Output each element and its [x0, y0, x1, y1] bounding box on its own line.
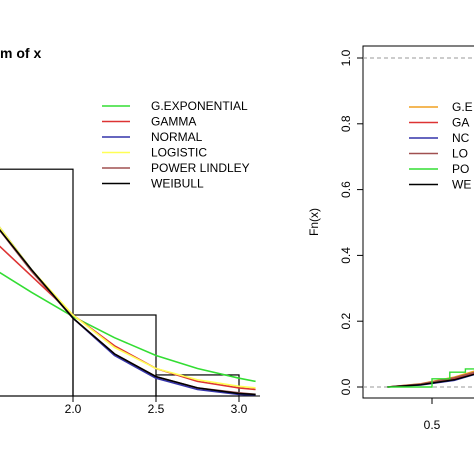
- density-curve-g-exponential: [0, 271, 256, 383]
- histogram-bar-1: [0, 168, 74, 397]
- ecdf-plot-frame: [362, 45, 474, 399]
- legend-label-nc: NC: [452, 131, 470, 145]
- y-axis-ticks: 0.0 0.2 0.4 0.6 0.8 1.0: [339, 49, 363, 395]
- x-axis-ticks: 0.5: [424, 398, 441, 432]
- density-curve-logistic: [0, 226, 256, 389]
- legend-label-ga: GA: [452, 116, 469, 130]
- legend-label-normal: NORMAL: [151, 130, 203, 144]
- y-tick-label: 0.8: [339, 115, 353, 132]
- y-tick-label: 1.0: [339, 49, 353, 66]
- legend-label-logistic: LOGISTIC: [151, 146, 207, 160]
- ecdf-step-po: [387, 368, 474, 388]
- y-tick-label: 0.4: [339, 247, 353, 264]
- legend-label-g-exponential: G.EXPONENTIAL: [151, 99, 248, 113]
- y-tick-label: 0.0: [339, 378, 353, 395]
- ecdf-steps: [387, 368, 474, 388]
- legend-label-g-e: G.E: [452, 100, 473, 114]
- legend-label-power-lindley: POWER LINDLEY: [151, 161, 250, 175]
- legend-label-gamma: GAMMA: [151, 115, 196, 129]
- y-axis-label: Fn(x): [307, 208, 321, 236]
- y-tick-label: 0.2: [339, 313, 353, 330]
- legend-label-lo: LO: [452, 147, 468, 161]
- cdf-curve-lo: [387, 371, 474, 388]
- y-tick-label: 0.6: [339, 181, 353, 198]
- cdf-curves: [387, 370, 474, 388]
- histogram-title: m of x: [0, 45, 41, 61]
- x-tick-label: 2.0: [65, 402, 82, 416]
- reference-lines: [363, 57, 474, 388]
- legend-label-po: PO: [452, 162, 469, 176]
- legend-label-we: WE: [452, 178, 471, 192]
- x-tick-label: 0.5: [424, 418, 441, 432]
- histogram-panel: m of x 2.0 2.5 3.0 G.EXPONENTIAL GAMMANORMA…: [0, 45, 260, 416]
- x-axis-ticks: 2.0 2.5 3.0: [65, 396, 248, 416]
- cdf-curve-we: [387, 373, 474, 388]
- x-tick-label: 3.0: [231, 402, 248, 416]
- legend-label-weibull: WEIBULL: [151, 177, 204, 191]
- density-curve-weibull: [0, 229, 256, 396]
- density-curves: [0, 226, 256, 396]
- x-tick-label: 2.5: [148, 402, 165, 416]
- density-curve-power-lindley: [0, 229, 256, 396]
- density-curve-gamma: [0, 245, 256, 391]
- histogram-bins: [0, 168, 240, 397]
